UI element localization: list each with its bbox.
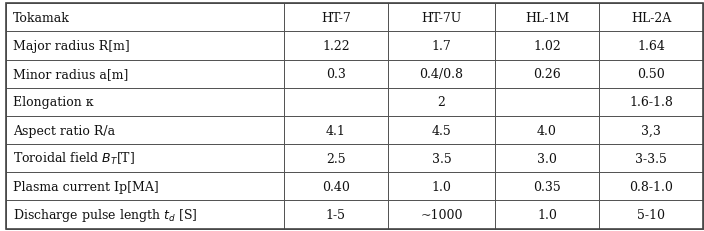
Text: ~1000: ~1000	[420, 208, 463, 221]
Bar	[284, 60, 388, 88]
Bar	[495, 145, 599, 173]
Bar	[388, 116, 495, 145]
Bar	[284, 88, 388, 116]
Text: 3,3: 3,3	[641, 124, 661, 137]
Text: 5-10: 5-10	[637, 208, 665, 221]
Text: Toroidal field $B_T$[T]: Toroidal field $B_T$[T]	[13, 151, 134, 167]
Bar	[6, 88, 284, 116]
Text: HT-7U: HT-7U	[421, 12, 462, 25]
Bar	[599, 116, 703, 145]
Text: 1-5: 1-5	[326, 208, 346, 221]
Text: 4.0: 4.0	[537, 124, 557, 137]
Text: 1.0: 1.0	[537, 208, 557, 221]
Bar	[388, 4, 495, 32]
Text: HL-1M: HL-1M	[525, 12, 569, 25]
Bar	[284, 4, 388, 32]
Text: Aspect ratio R/a: Aspect ratio R/a	[13, 124, 115, 137]
Text: HT-7: HT-7	[321, 12, 351, 25]
Bar	[6, 116, 284, 145]
Text: Plasma current Ip[MA]: Plasma current Ip[MA]	[13, 180, 158, 193]
Bar	[6, 173, 284, 201]
Bar	[284, 173, 388, 201]
Bar	[599, 88, 703, 116]
Bar	[495, 116, 599, 145]
Bar	[6, 32, 284, 60]
Bar	[284, 201, 388, 229]
Bar	[388, 60, 495, 88]
Text: 1.64: 1.64	[637, 40, 665, 53]
Bar	[495, 60, 599, 88]
Bar	[284, 145, 388, 173]
Bar	[599, 173, 703, 201]
Text: 0.4/0.8: 0.4/0.8	[420, 68, 463, 81]
Text: 0.50: 0.50	[637, 68, 665, 81]
Bar	[388, 88, 495, 116]
Text: 1.0: 1.0	[432, 180, 451, 193]
Bar	[6, 201, 284, 229]
Text: Major radius R[m]: Major radius R[m]	[13, 40, 130, 53]
Bar	[495, 88, 599, 116]
Text: 3-3.5: 3-3.5	[635, 152, 667, 165]
Bar	[6, 145, 284, 173]
Text: 4.1: 4.1	[326, 124, 346, 137]
Text: HL-2A: HL-2A	[631, 12, 672, 25]
Text: 0.26: 0.26	[533, 68, 561, 81]
Text: 0.40: 0.40	[322, 180, 350, 193]
Text: Elongation κ: Elongation κ	[13, 96, 94, 109]
Text: 3.0: 3.0	[537, 152, 557, 165]
Text: 3.5: 3.5	[432, 152, 451, 165]
Bar	[599, 4, 703, 32]
Bar	[495, 4, 599, 32]
Bar	[599, 32, 703, 60]
Bar	[6, 4, 284, 32]
Text: 1.02: 1.02	[533, 40, 561, 53]
Bar	[284, 116, 388, 145]
Text: 1.22: 1.22	[322, 40, 350, 53]
Text: 0.8-1.0: 0.8-1.0	[629, 180, 673, 193]
Text: 2: 2	[437, 96, 446, 109]
Bar	[388, 173, 495, 201]
Bar	[495, 32, 599, 60]
Bar	[388, 32, 495, 60]
Text: 1.6-1.8: 1.6-1.8	[629, 96, 673, 109]
Text: 4.5: 4.5	[432, 124, 451, 137]
Text: Minor radius a[m]: Minor radius a[m]	[13, 68, 128, 81]
Text: 2.5: 2.5	[326, 152, 346, 165]
Bar	[495, 173, 599, 201]
Bar	[599, 60, 703, 88]
Bar	[599, 201, 703, 229]
Bar	[388, 145, 495, 173]
Bar	[495, 201, 599, 229]
Text: Tokamak: Tokamak	[13, 12, 70, 25]
Text: Discharge pulse length $t_d$ [S]: Discharge pulse length $t_d$ [S]	[13, 206, 197, 223]
Bar	[6, 60, 284, 88]
Text: 0.3: 0.3	[326, 68, 346, 81]
Text: 0.35: 0.35	[533, 180, 561, 193]
Bar	[284, 32, 388, 60]
Bar	[388, 201, 495, 229]
Bar	[599, 145, 703, 173]
Text: 1.7: 1.7	[432, 40, 451, 53]
